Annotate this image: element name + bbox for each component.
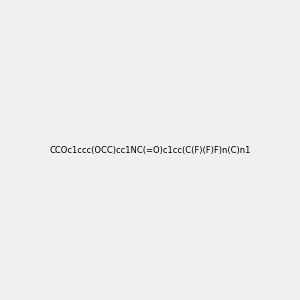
Text: CCOc1ccc(OCC)cc1NC(=O)c1cc(C(F)(F)F)n(C)n1: CCOc1ccc(OCC)cc1NC(=O)c1cc(C(F)(F)F)n(C)… — [49, 146, 251, 154]
